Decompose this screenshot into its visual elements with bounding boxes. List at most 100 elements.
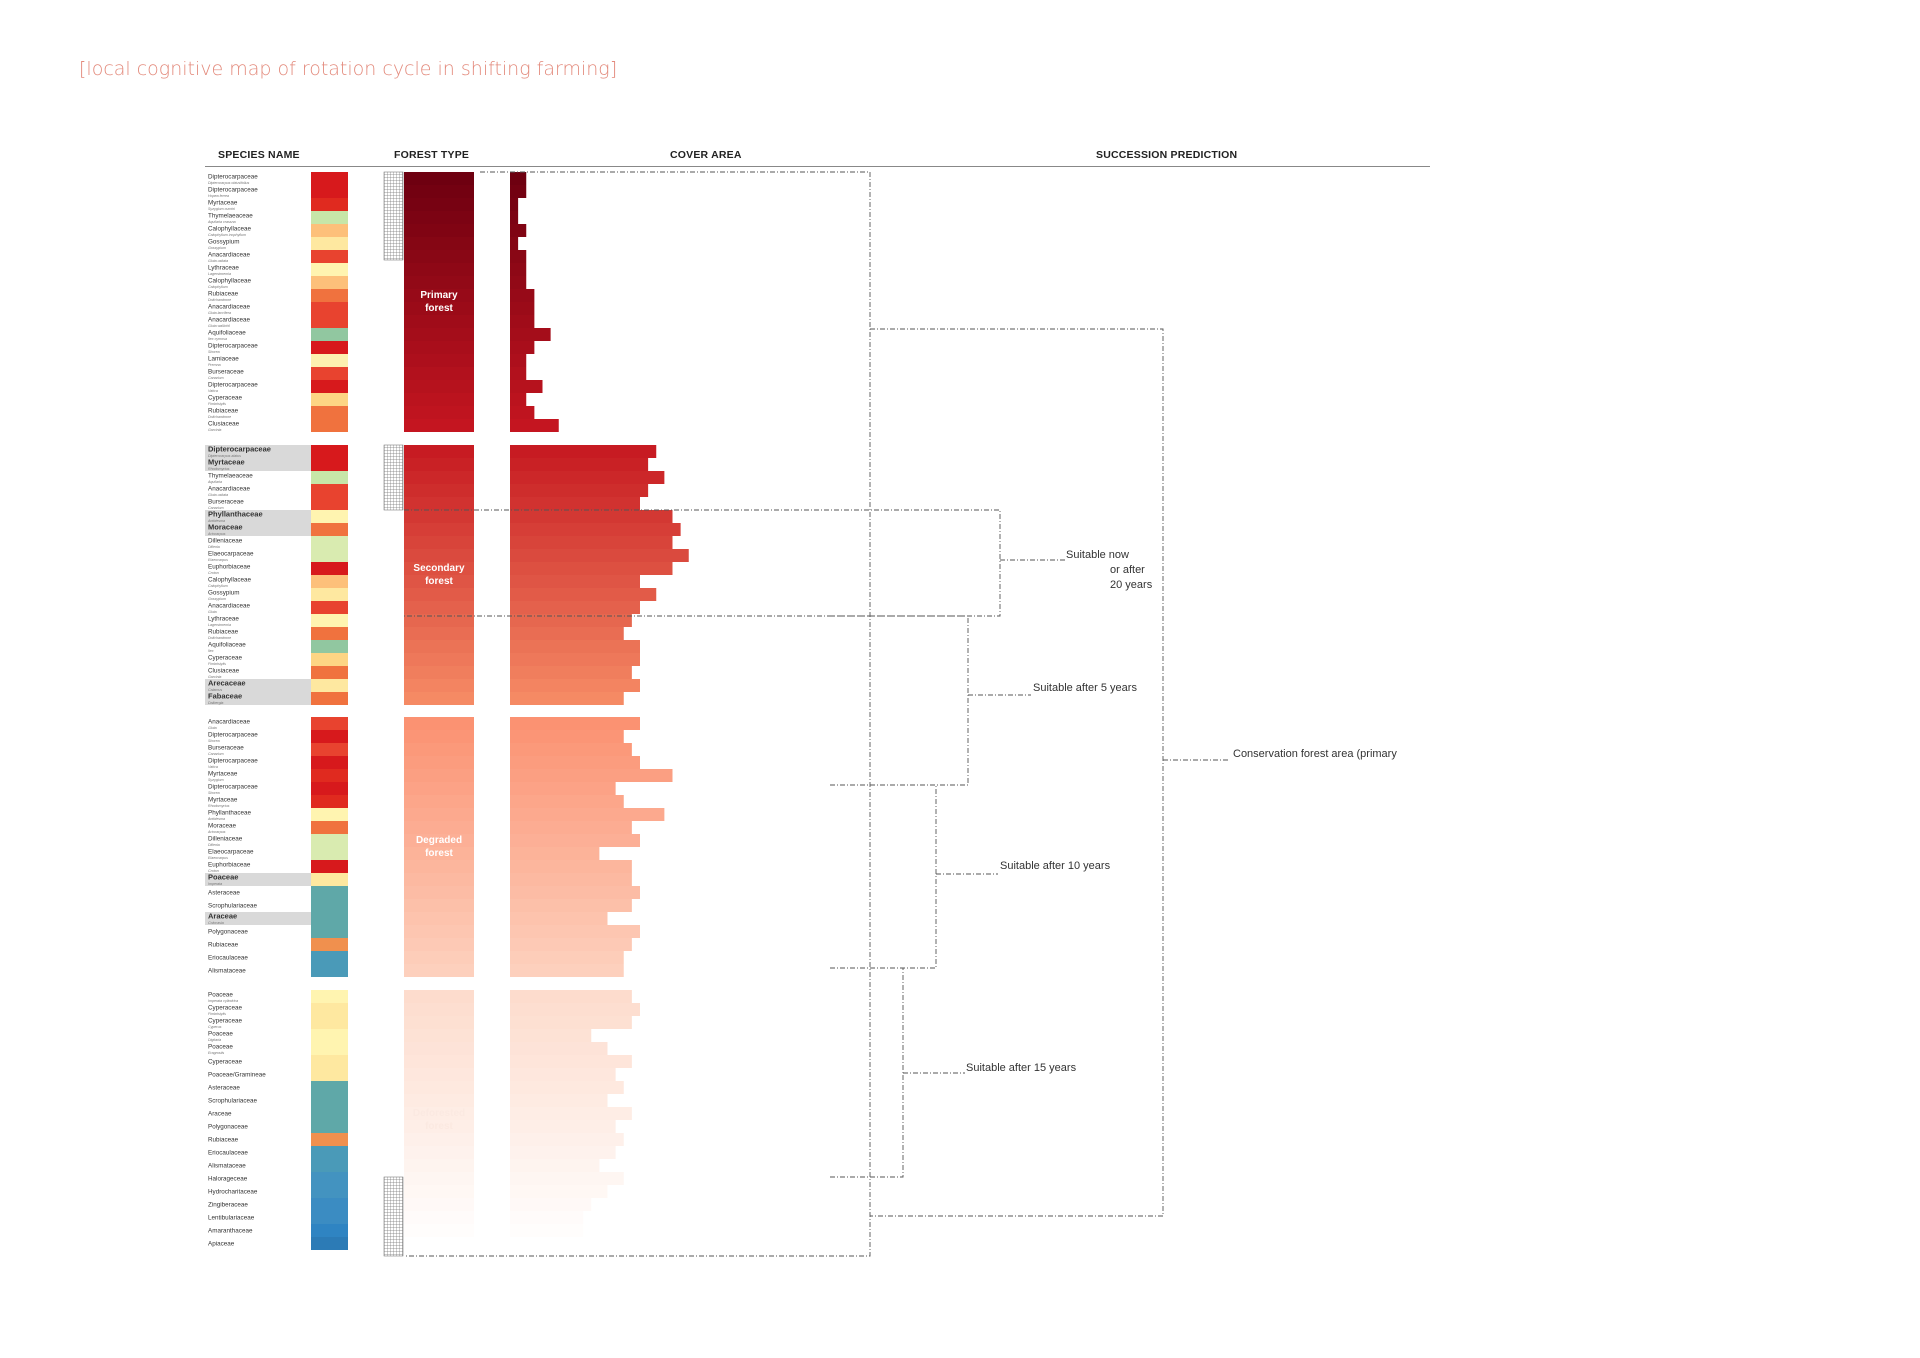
species-latin-name: Premna [208, 363, 221, 367]
species-color-swatch [311, 393, 348, 406]
forest-type-cell [404, 925, 474, 938]
species-color-swatch [311, 1237, 348, 1250]
species-color-swatch [311, 834, 348, 847]
forest-type-cell [404, 380, 474, 393]
header-divider [205, 166, 1430, 167]
species-family-name: Cyperaceae [208, 1059, 242, 1066]
species-family-name: Rubiaceae [208, 408, 239, 415]
forest-type-cell [404, 756, 474, 769]
forest-type-cell [404, 575, 474, 588]
cover-area-bar [510, 666, 632, 679]
species-family-name: Dipterocarpaceae [208, 187, 258, 194]
species-latin-name: Dolichandrone [208, 298, 231, 302]
species-latin-name: Calophyllum [208, 285, 228, 289]
species-highlight [205, 912, 311, 925]
cover-area-bar [510, 1224, 584, 1237]
species-family-name: Phyllanthaceae [208, 510, 263, 519]
cover-area-bar [510, 1107, 632, 1120]
cover-area-bar [510, 302, 535, 315]
cover-area-bar [510, 1120, 616, 1133]
species-latin-name: Croton [208, 869, 219, 873]
species-latin-name: Elaeocarpus [208, 558, 228, 562]
species-color-swatch [311, 1094, 348, 1107]
forest-type-cell [404, 1055, 474, 1068]
species-color-swatch [311, 1055, 348, 1068]
forest-type-cell [404, 1107, 474, 1120]
header-species-name: SPECIES NAME [218, 149, 300, 161]
species-latin-name: Artocarpus [207, 830, 226, 834]
hatch-block [383, 1176, 404, 1257]
species-color-swatch [311, 1146, 348, 1159]
header-succession-prediction: SUCCESSION PREDICTION [1096, 149, 1238, 161]
cover-area-bar [510, 640, 640, 653]
forest-type-cell [404, 873, 474, 886]
forest-type-cell [404, 912, 474, 925]
cover-area-bar [510, 341, 535, 354]
bracket-outer-cycle [404, 171, 871, 1257]
species-highlight [205, 679, 311, 692]
cover-area-bar [510, 990, 632, 1003]
forest-type-cell [404, 990, 474, 1003]
forest-type-cell [404, 938, 474, 951]
species-family-name: Alismataceae [208, 968, 246, 975]
cover-area-bar [510, 601, 640, 614]
species-latin-name: Syzygium cumini [208, 207, 235, 211]
forest-type-cell [404, 406, 474, 419]
cover-area-bar [510, 769, 673, 782]
cover-area-bar [510, 1029, 592, 1042]
species-latin-name: Vatica [208, 389, 218, 393]
species-family-name: Burseraceae [208, 745, 244, 752]
species-latin-name: Antidesma [207, 519, 225, 523]
species-latin-name: Fimbristylis [208, 1012, 226, 1016]
cover-area-bar [510, 614, 632, 627]
forest-type-cell [404, 782, 474, 795]
species-family-name: Eriocaulaceae [208, 955, 248, 962]
forest-type-cell [404, 964, 474, 977]
species-family-name: Dipterocarpaceae [208, 758, 258, 765]
species-family-name: Rubiaceae [208, 1137, 239, 1144]
species-family-name: Anacardiaceae [208, 317, 251, 324]
forest-type-cell [404, 951, 474, 964]
species-latin-name: Dipterocarpus obtusifolius [208, 181, 250, 185]
species-color-swatch [311, 588, 348, 601]
forest-type-cell [404, 263, 474, 276]
species-latin-name: Gluta wallichii [208, 324, 230, 328]
cover-area-bar [510, 549, 689, 562]
forest-type-cell [404, 834, 474, 847]
forest-type-cell [404, 471, 474, 484]
forest-type-cell [404, 341, 474, 354]
cover-area-bar [510, 964, 624, 977]
species-color-swatch [311, 367, 348, 380]
species-latin-name: Gluta usitata [208, 259, 228, 263]
species-color-swatch [311, 679, 348, 692]
species-color-swatch [311, 354, 348, 367]
bracket-conservation [870, 328, 1164, 1217]
species-family-name: Dipterocarpaceae [208, 343, 258, 350]
species-color-swatch [311, 562, 348, 575]
forest-type-cell [404, 419, 474, 432]
forest-type-cell [404, 393, 474, 406]
species-color-swatch [311, 782, 348, 795]
cover-area-bar [510, 1198, 592, 1211]
forest-type-cell [404, 743, 474, 756]
species-family-name: Amaranthaceae [208, 1228, 253, 1235]
forest-type-cell [404, 510, 474, 523]
forest-type-cell [404, 1146, 474, 1159]
cover-area-bar [510, 938, 632, 951]
forest-type-cell [404, 769, 474, 782]
species-family-name: Araceae [208, 912, 237, 921]
cover-area-bar [510, 237, 519, 250]
species-family-name: Myrtaceae [208, 771, 238, 778]
species-family-name: Anacardiaceae [208, 486, 251, 493]
species-latin-name: Artocarpus [207, 532, 226, 536]
species-family-name: Gossypium [208, 239, 240, 246]
cover-area-bar [510, 679, 640, 692]
forest-type-cell [404, 730, 474, 743]
species-color-swatch [311, 1029, 348, 1042]
species-latin-name: Shorea [208, 350, 220, 354]
species-family-name: Dipterocarpaceae [208, 784, 258, 791]
species-family-name: Clusiaceae [208, 668, 240, 675]
succession-brackets [404, 171, 1228, 1257]
species-color-swatch [311, 523, 348, 536]
species-latin-name: Dillenia [208, 545, 220, 549]
